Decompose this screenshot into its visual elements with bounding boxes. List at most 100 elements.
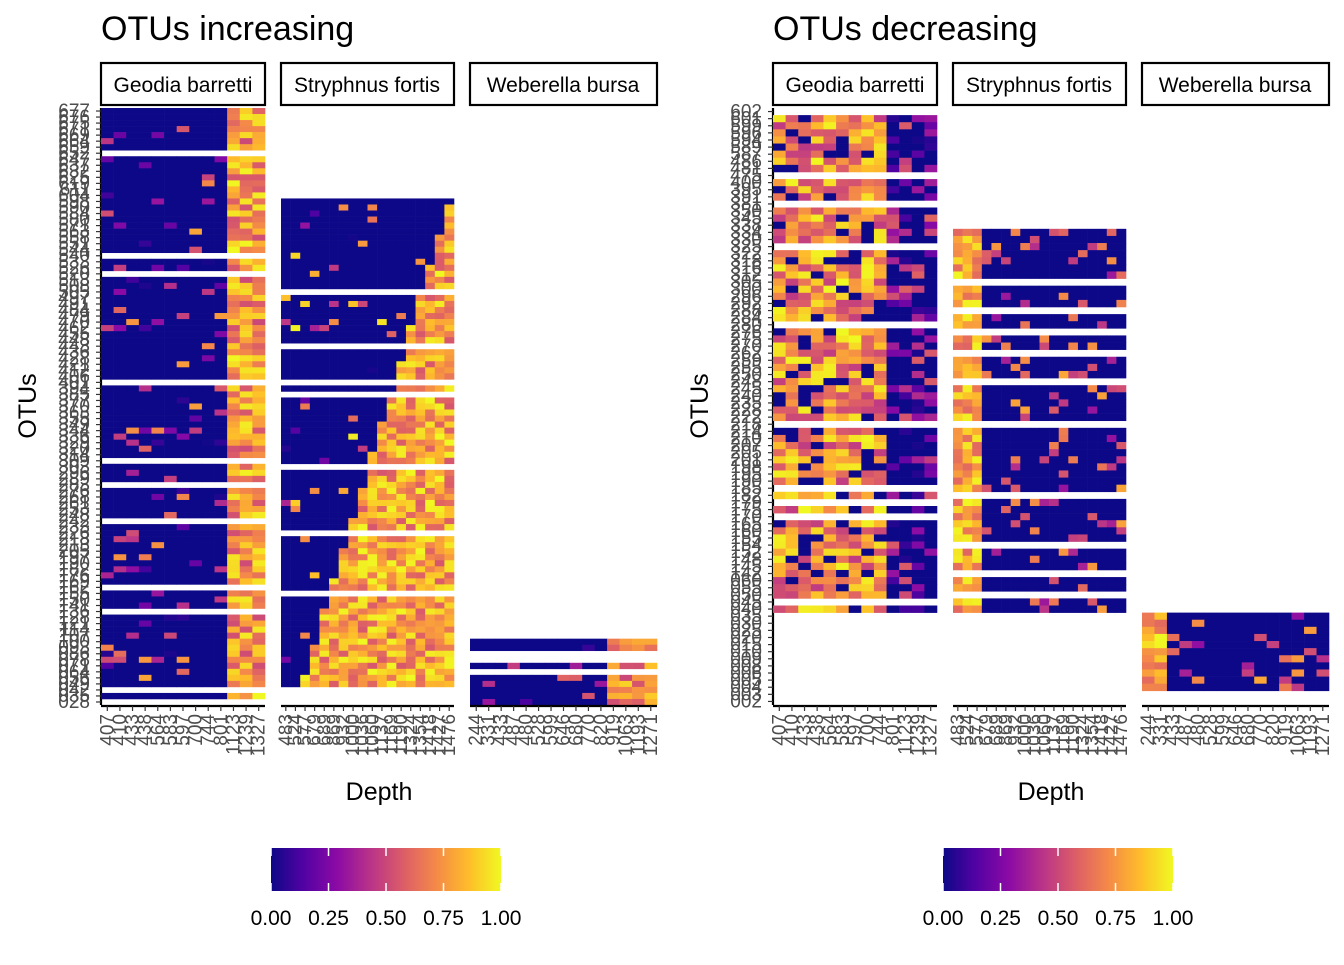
- heatmap-cell: [415, 548, 426, 555]
- y-tick-label: 659: [58, 137, 90, 158]
- heatmap-cell: [1229, 683, 1243, 692]
- heatmap-cell: [848, 349, 862, 358]
- heatmap-cell: [214, 282, 228, 290]
- strip-label: Geodia barretti: [786, 74, 925, 97]
- heatmap-cell: [201, 548, 215, 555]
- heatmap-cell: [773, 314, 786, 322]
- heatmap-cell: [1116, 335, 1127, 343]
- y-tick-label: 370: [58, 397, 90, 418]
- heatmap-cell: [873, 299, 887, 308]
- heatmap-cell: [1010, 577, 1021, 585]
- heatmap-cell: [519, 638, 533, 645]
- y-tick-label: 214: [730, 421, 762, 442]
- heatmap-cell: [227, 114, 241, 121]
- heatmap-cell: [164, 132, 177, 139]
- heatmap-cell: [189, 680, 203, 688]
- heatmap-cell: [113, 487, 127, 495]
- heatmap-cell: [972, 314, 983, 322]
- heatmap-cell: [176, 524, 190, 531]
- heatmap-cell: [227, 530, 241, 537]
- y-tick-label: 664: [58, 131, 90, 152]
- heatmap-cell: [911, 605, 925, 613]
- heatmap-cell: [1097, 427, 1108, 436]
- heatmap-cell: [911, 491, 925, 500]
- heatmap-cell: [434, 228, 445, 235]
- heatmap-cell: [386, 252, 397, 260]
- heatmap-cell: [1116, 555, 1127, 564]
- heatmap-cell: [176, 180, 190, 187]
- heatmap-cell: [101, 180, 114, 187]
- heatmap-cell: [962, 228, 973, 237]
- heatmap-cell: [357, 313, 368, 320]
- heatmap-cell: [126, 463, 140, 471]
- heatmap-cell: [214, 614, 228, 621]
- heatmap-cell: [1058, 370, 1069, 379]
- heatmap-cell: [138, 554, 152, 561]
- heatmap-cell: [367, 216, 378, 223]
- heatmap-cell: [1254, 619, 1267, 628]
- heatmap-cell: [972, 356, 983, 365]
- heatmap-cell: [309, 596, 320, 603]
- heatmap-cell: [214, 313, 228, 320]
- heatmap-cell: [101, 337, 114, 344]
- heatmap-cell: [434, 361, 445, 368]
- heatmap-cell: [444, 319, 455, 326]
- heatmap-cell: [319, 608, 330, 615]
- heatmap-cell: [1279, 633, 1292, 642]
- heatmap-cell: [151, 409, 165, 416]
- heatmap-cell: [482, 662, 496, 670]
- heatmap-cell: [176, 246, 190, 254]
- heatmap-cell: [101, 427, 114, 434]
- heatmap-cell: [239, 427, 253, 434]
- heatmap-cell: [848, 534, 862, 542]
- heatmap-cell: [1058, 456, 1069, 464]
- heatmap-cell: [396, 367, 407, 374]
- heatmap-cell: [1001, 406, 1011, 414]
- heatmap-cell: [101, 282, 114, 290]
- heatmap-cell: [151, 614, 165, 621]
- heatmap-cell: [101, 162, 114, 169]
- heatmap-cell: [981, 427, 992, 436]
- heatmap-cell: [252, 385, 266, 392]
- heatmap-cell: [113, 445, 127, 453]
- heatmap-cell: [377, 554, 388, 561]
- heatmap-cell: [319, 300, 330, 308]
- heatmap-cell: [405, 626, 416, 633]
- heatmap-cell: [113, 258, 127, 266]
- heatmap-cell: [201, 144, 215, 151]
- heatmap-cell: [396, 427, 407, 434]
- heatmap-cell: [785, 307, 799, 315]
- heatmap-cell: [1029, 434, 1040, 443]
- heatmap-cell: [164, 397, 177, 404]
- heatmap-cell: [911, 506, 925, 514]
- heatmap-cell: [1116, 235, 1127, 244]
- heatmap-cell: [1058, 562, 1069, 571]
- heatmap-cell: [482, 686, 496, 694]
- heatmap-cell: [1106, 477, 1117, 485]
- heatmap-cell: [386, 451, 397, 459]
- heatmap-cell: [138, 120, 152, 127]
- heatmap-cell: [176, 602, 190, 609]
- heatmap-cell: [836, 548, 849, 557]
- heatmap-cell: [1058, 555, 1069, 564]
- heatmap-cell: [101, 367, 114, 374]
- heatmap-cell: [290, 524, 301, 531]
- heatmap-cell: [1001, 577, 1011, 585]
- heatmap-cell: [189, 325, 203, 332]
- heatmap-cell: [798, 115, 812, 123]
- heatmap-cell: [348, 632, 359, 639]
- heatmap-cell: [319, 385, 330, 392]
- heatmap-cell: [101, 560, 114, 567]
- heatmap-cell: [189, 536, 203, 543]
- heatmap-cell: [126, 439, 140, 446]
- heatmap-cell: [899, 555, 913, 564]
- heatmap-cell: [886, 363, 900, 372]
- heatmap-cell: [386, 361, 397, 368]
- heatmap-cell: [1179, 683, 1193, 692]
- heatmap-cell: [101, 475, 114, 483]
- heatmap-cell: [164, 325, 177, 332]
- heatmap-cell: [1010, 235, 1021, 244]
- heatmap-cell: [899, 356, 913, 365]
- heatmap-cell: [126, 409, 140, 416]
- heatmap-cell: [425, 524, 436, 531]
